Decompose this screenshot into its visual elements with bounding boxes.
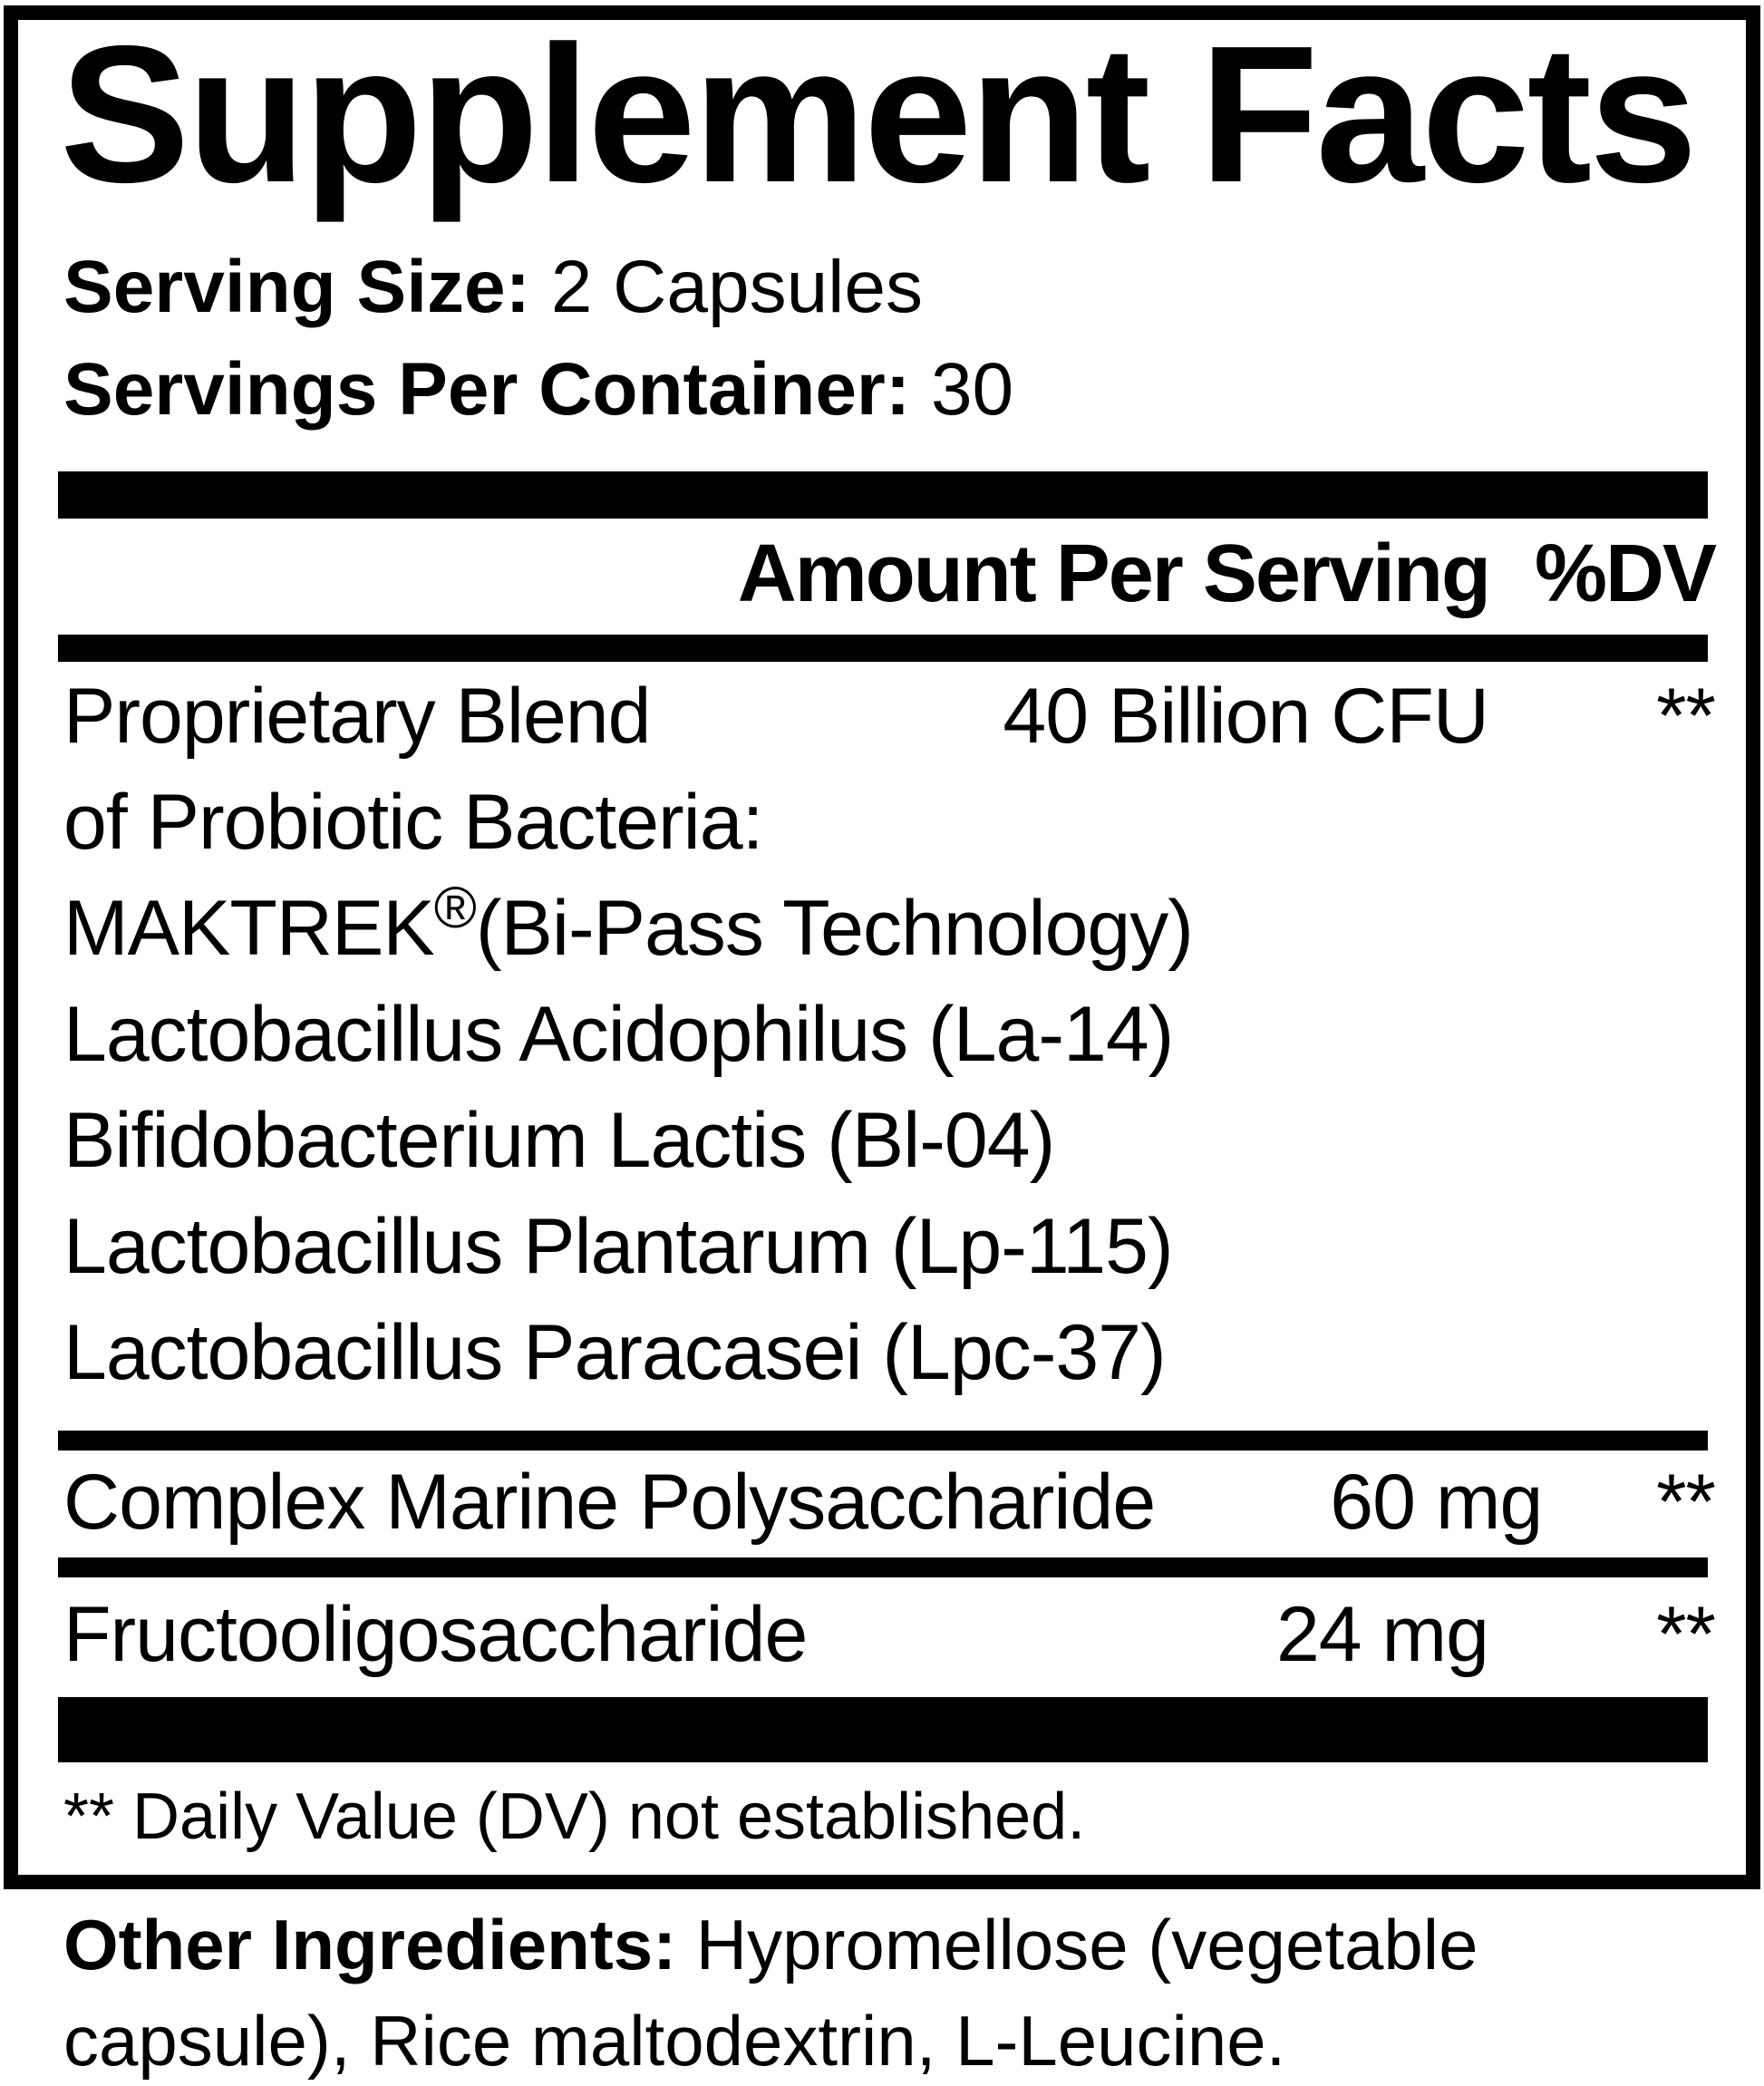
ingredient-amount: 24 mg: [1275, 1591, 1489, 1678]
ingredient-row-complex-marine: Complex Marine Polysaccharide 60 mg **: [63, 1456, 1716, 1549]
blend-name: Proprietary Blend: [63, 673, 651, 760]
servings-per-container-line: Servings Per Container: 30: [63, 353, 1013, 427]
registered-trademark-mark: ®: [433, 875, 477, 940]
blend-dv: **: [1656, 673, 1716, 760]
ingredient-dv: **: [1656, 1459, 1716, 1546]
row-divider-2: [58, 1557, 1708, 1577]
blend-main-row: Proprietary Blend 40 Billion CFU **: [63, 664, 1716, 770]
rule-below-header: [58, 635, 1708, 662]
proprietary-blend-section: Proprietary Blend 40 Billion CFU ** of P…: [63, 664, 1716, 1406]
maktrek-name: MAKTREK: [63, 885, 435, 972]
ingredient-amount: 60 mg: [1330, 1459, 1543, 1546]
thick-rule-bottom: [58, 1697, 1708, 1762]
maktrek-descriptor: (Bi-Pass Technology): [475, 885, 1194, 972]
column-header-row: Amount Per Serving %DV: [737, 529, 1717, 619]
blend-line-7: Lactobacillus Paracasei (Lpc-37): [63, 1309, 1167, 1396]
blend-line-6: Lactobacillus Plantarum (Lp-115): [63, 1203, 1174, 1290]
supplement-facts-panel: Supplement Facts Serving Size: 2 Capsule…: [4, 5, 1760, 1889]
serving-size-value: 2 Capsules: [550, 246, 923, 328]
percent-dv-header: %DV: [1534, 529, 1717, 619]
serving-size-line: Serving Size: 2 Capsules: [63, 250, 923, 325]
other-ingredients-label: Other Ingredients:: [63, 1905, 677, 1984]
row-divider-1: [58, 1431, 1708, 1450]
servings-per-container-label: Servings Per Container:: [63, 348, 911, 431]
blend-line-2: of Probiotic Bacteria:: [63, 779, 763, 866]
ingredient-row-fructooligosaccharide: Fructooligosaccharide 24 mg **: [63, 1588, 1716, 1682]
panel-title: Supplement Facts: [60, 5, 1698, 223]
other-ingredients-value: Hypromellose (vegetable capsule), Rice m…: [63, 1905, 1478, 2081]
ingredient-name: Fructooligosaccharide: [63, 1591, 808, 1678]
servings-per-container-value: 30: [930, 348, 1014, 431]
ingredient-name: Complex Marine Polysaccharide: [63, 1459, 1156, 1546]
serving-size-label: Serving Size:: [63, 246, 530, 328]
other-ingredients-block: Other Ingredients: Hypromellose (vegetab…: [63, 1897, 1604, 2086]
ingredient-dv: **: [1656, 1591, 1716, 1678]
blend-line-4: Lactobacillus Acidophilus (La-14): [63, 991, 1174, 1078]
blend-line-5: Bifidobacterium Lactis (Bl-04): [63, 1097, 1055, 1184]
amount-per-serving-header: Amount Per Serving: [737, 529, 1491, 619]
blend-amount: 40 Billion CFU: [1003, 673, 1489, 760]
blend-line-maktrek: MAKTREK®(Bi-Pass Technology): [63, 876, 1715, 982]
thick-rule-top: [58, 471, 1708, 519]
daily-value-footnote: ** Daily Value (DV) not established.: [63, 1780, 1086, 1853]
